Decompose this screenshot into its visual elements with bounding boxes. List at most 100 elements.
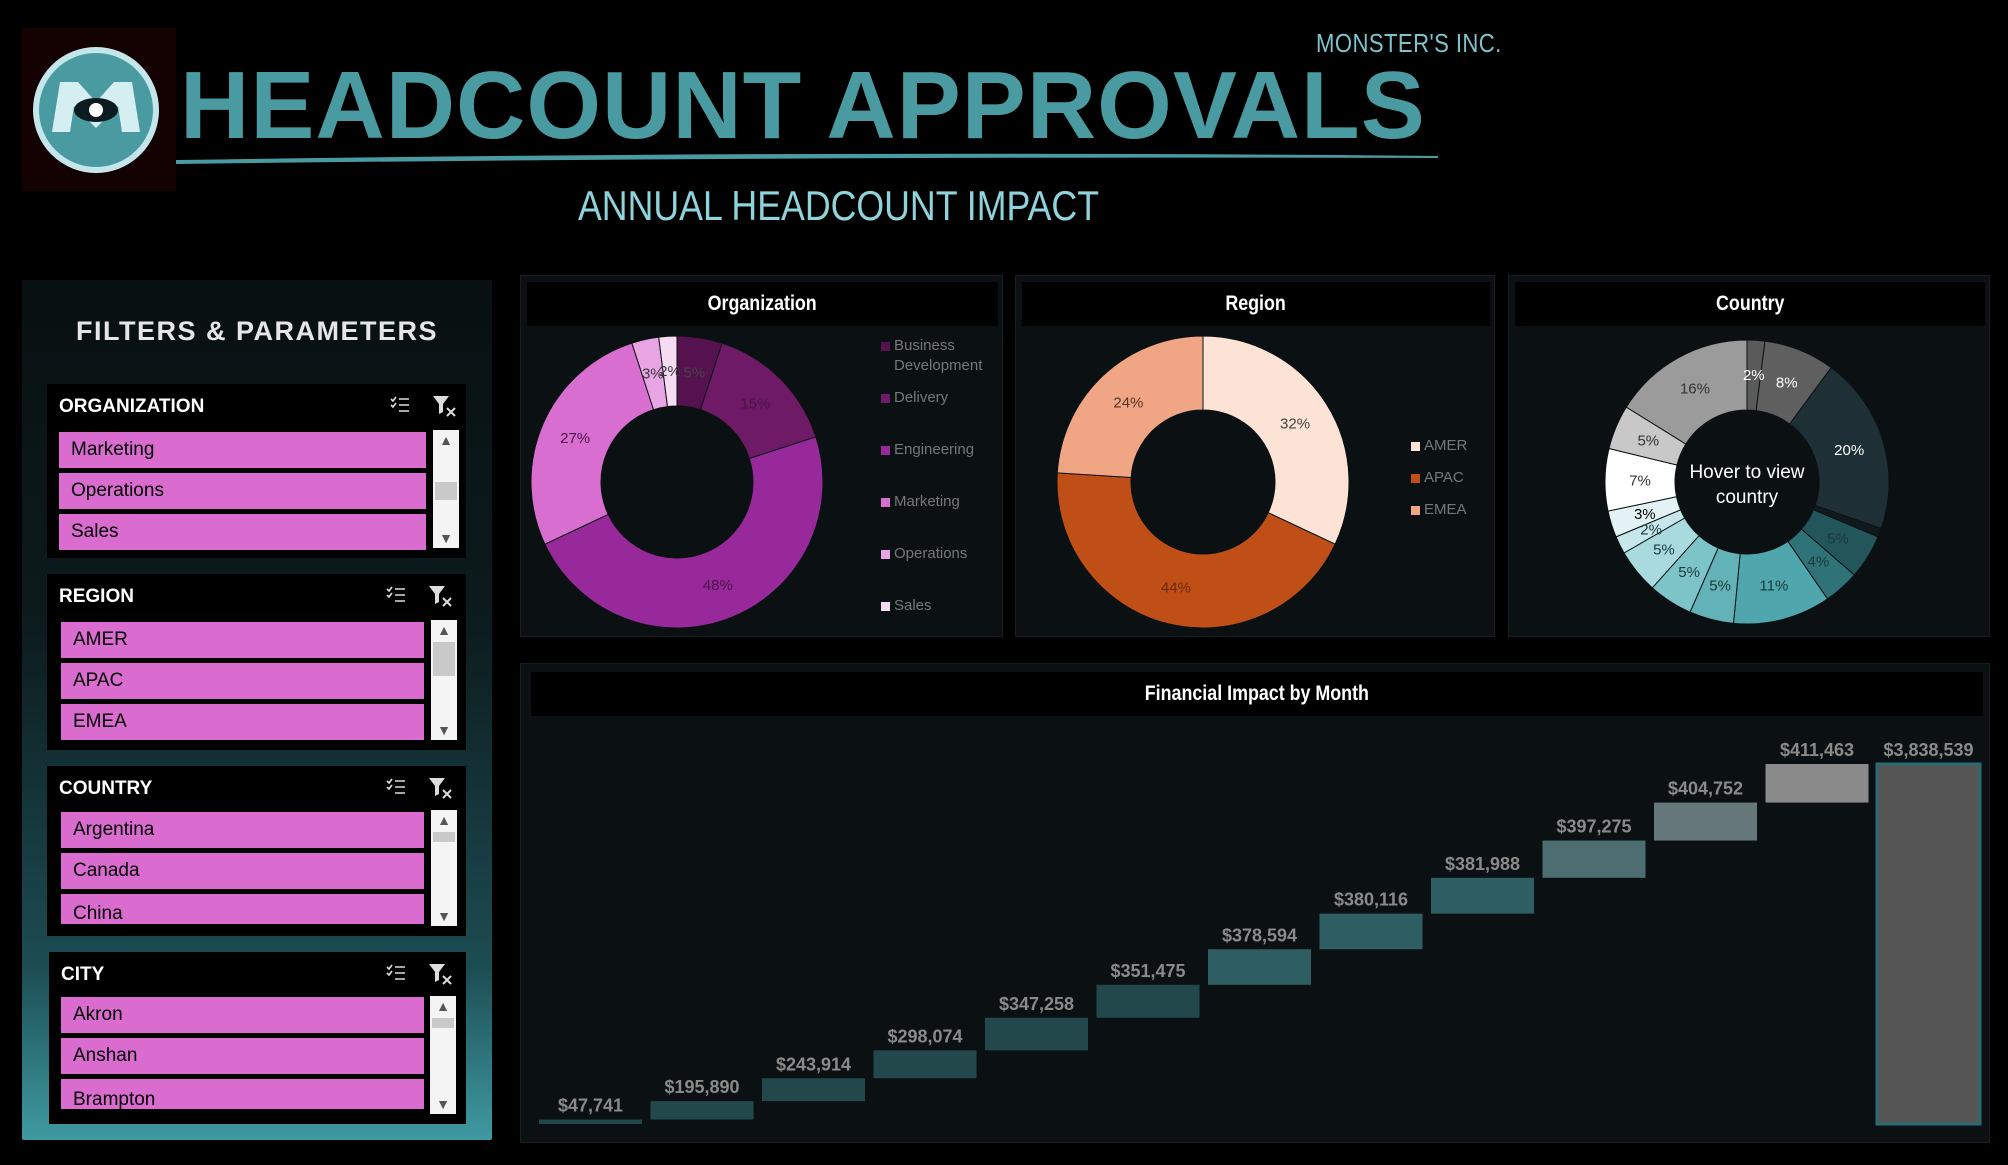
- slicer-item-emea[interactable]: EMEA: [61, 704, 424, 740]
- country-data-label: 5%: [1653, 541, 1675, 558]
- legend-item: Operations: [881, 544, 1001, 588]
- multi-select-icon[interactable]: [385, 776, 407, 798]
- monsters-inc-logo: [33, 47, 159, 173]
- country-data-label: 4%: [1808, 554, 1830, 571]
- slicer-item-amer[interactable]: AMER: [61, 622, 424, 658]
- legend-label: AMER: [1424, 437, 1468, 454]
- slicer-item-argentina[interactable]: Argentina: [61, 812, 424, 848]
- legend-swatch: [1411, 442, 1420, 451]
- slicer-item-canada[interactable]: Canada: [61, 853, 424, 889]
- waterfall-bar[interactable]: [985, 1017, 1088, 1051]
- slicer-scrollbar[interactable]: ▲ ▼: [431, 620, 457, 740]
- region-chart-panel: Region 32% 44% 24% AMER APAC EMEA: [1015, 275, 1495, 637]
- waterfall-data-label: $351,475: [1110, 961, 1185, 981]
- region-slice[interactable]: [1056, 335, 1204, 479]
- waterfall-bar[interactable]: [1875, 762, 1982, 1126]
- chart-title: Organization: [527, 282, 998, 326]
- slicer-item-sales[interactable]: Sales: [59, 514, 426, 550]
- scroll-up-icon[interactable]: ▲: [437, 812, 451, 828]
- scroll-thumb[interactable]: [432, 1018, 454, 1028]
- clear-filter-icon[interactable]: [431, 394, 457, 418]
- region-slice[interactable]: [1202, 335, 1350, 545]
- filters-panel: FILTERS & PARAMETERS ORGANIZATION Market…: [22, 280, 492, 1140]
- country-slice[interactable]: [1788, 366, 1890, 530]
- organization-slice[interactable]: [530, 342, 655, 545]
- slicer-region: REGION AMER APAC EMEA ▲ ▼: [47, 574, 466, 750]
- country-data-label: 16%: [1680, 380, 1710, 397]
- legend-label: Business Development: [894, 337, 983, 374]
- waterfall-bar[interactable]: [1765, 763, 1869, 803]
- multi-select-icon[interactable]: [389, 394, 411, 416]
- country-donut[interactable]: 2% 8%20%5%4%11%5%5%5%2%3%7%5%16%Hover to …: [1597, 332, 1897, 632]
- waterfall-data-label: $397,275: [1556, 817, 1631, 837]
- chart-title: Region: [1022, 282, 1490, 326]
- legend-swatch: [881, 550, 890, 559]
- waterfall-data-label: $195,890: [664, 1077, 739, 1097]
- legend-swatch: [881, 394, 890, 403]
- scroll-down-icon[interactable]: ▼: [439, 530, 453, 546]
- multi-select-icon[interactable]: [385, 962, 407, 984]
- legend-swatch: [1411, 474, 1420, 483]
- waterfall-bar[interactable]: [1431, 877, 1534, 914]
- slicer-scrollbar[interactable]: ▲ ▼: [430, 996, 456, 1114]
- slicer-item-anshan[interactable]: Anshan: [61, 1038, 424, 1074]
- scroll-up-icon[interactable]: ▲: [436, 998, 450, 1014]
- waterfall-bar[interactable]: [650, 1101, 754, 1120]
- chart-title: Financial Impact by Month: [531, 672, 1983, 716]
- slicer-scrollbar[interactable]: ▲ ▼: [431, 810, 457, 926]
- slicer-item-akron[interactable]: Akron: [61, 997, 424, 1033]
- slicer-organization: ORGANIZATION Marketing Operations Sales …: [47, 384, 466, 558]
- financial-impact-waterfall[interactable]: $47,741 $195,890 $243,914 $298,074 $347,258 $…: [521, 724, 1991, 1144]
- organization-data-label: 2%: [659, 363, 681, 380]
- country-data-label: 3%: [1634, 506, 1656, 523]
- waterfall-bar[interactable]: [1319, 913, 1423, 950]
- waterfall-bar[interactable]: [873, 1050, 977, 1079]
- slicer-scrollbar[interactable]: ▲ ▼: [433, 430, 459, 548]
- country-slice[interactable]: [1625, 339, 1748, 445]
- clear-filter-icon[interactable]: [427, 584, 453, 608]
- scroll-down-icon[interactable]: ▼: [436, 1096, 450, 1112]
- organization-slice[interactable]: [544, 436, 824, 629]
- waterfall-bar[interactable]: [539, 1119, 642, 1124]
- legend-swatch: [881, 446, 890, 455]
- clear-filter-icon[interactable]: [427, 776, 453, 800]
- legend-swatch: [881, 342, 890, 351]
- region-slice[interactable]: [1056, 472, 1336, 629]
- waterfall-bar[interactable]: [1208, 949, 1311, 985]
- scroll-up-icon[interactable]: ▲: [437, 622, 451, 638]
- scroll-thumb[interactable]: [433, 642, 455, 676]
- scroll-up-icon[interactable]: ▲: [439, 432, 453, 448]
- slicer-item-apac[interactable]: APAC: [61, 663, 424, 699]
- scroll-down-icon[interactable]: ▼: [437, 908, 451, 924]
- financial-impact-panel: Financial Impact by Month $47,741 $195,89…: [520, 663, 1990, 1143]
- organization-slice[interactable]: [658, 335, 678, 408]
- legend-swatch: [881, 498, 890, 507]
- legend-label: EMEA: [1424, 501, 1467, 518]
- scroll-thumb[interactable]: [435, 482, 457, 500]
- legend-item: Marketing: [881, 492, 1001, 536]
- slicer-item-china[interactable]: China: [61, 894, 424, 924]
- waterfall-bar[interactable]: [1654, 802, 1757, 841]
- page-subtitle: ANNUAL HEADCOUNT IMPACT: [578, 182, 1100, 229]
- legend-item: Sales: [881, 596, 1001, 640]
- slicer-city: CITY Akron Anshan Brampton ▲ ▼: [49, 952, 466, 1124]
- clear-filter-icon[interactable]: [427, 962, 453, 986]
- multi-select-icon[interactable]: [385, 584, 407, 606]
- waterfall-data-label: $347,258: [999, 994, 1074, 1014]
- scroll-down-icon[interactable]: ▼: [437, 722, 451, 738]
- legend-item: AMER: [1411, 436, 1491, 458]
- slicer-item-marketing[interactable]: Marketing: [59, 432, 426, 468]
- organization-data-label: 27%: [560, 430, 590, 447]
- organization-donut[interactable]: 5% 15% 48% 27% 3%2%: [527, 332, 827, 632]
- region-donut[interactable]: 32% 44% 24%: [1053, 332, 1353, 632]
- page-title: HEADCOUNT APPROVALS: [180, 52, 1426, 159]
- scroll-thumb[interactable]: [433, 832, 455, 842]
- title-underline-swoosh: [176, 153, 1438, 164]
- waterfall-bar[interactable]: [1542, 840, 1646, 878]
- waterfall-bar[interactable]: [762, 1078, 865, 1102]
- waterfall-bar[interactable]: [1096, 984, 1200, 1018]
- slicer-label: CITY: [61, 964, 105, 985]
- slicer-item-brampton[interactable]: Brampton: [61, 1079, 424, 1110]
- region-legend: AMER APAC EMEA: [1411, 436, 1491, 536]
- slicer-item-operations[interactable]: Operations: [59, 473, 426, 509]
